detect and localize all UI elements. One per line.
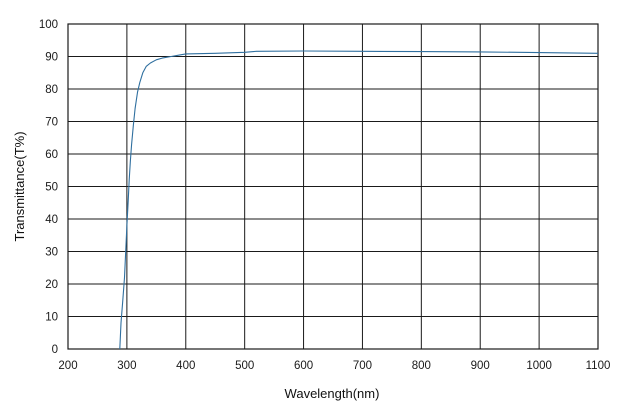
x-tick-label-300: 300 bbox=[117, 360, 136, 372]
y-tick-label-90: 90 bbox=[45, 52, 58, 64]
y-tick-label-30: 30 bbox=[45, 247, 58, 259]
y-tick-label-60: 60 bbox=[45, 149, 58, 161]
plot-area-frame bbox=[67, 23, 599, 350]
series-line-0 bbox=[119, 50, 599, 350]
y-axis-label: Transmittance(T%) bbox=[12, 131, 27, 241]
y-tick-label-10: 10 bbox=[45, 312, 58, 324]
grid bbox=[67, 23, 599, 350]
y-tick-label-0: 0 bbox=[52, 344, 58, 356]
y-axis-ticks: 0 10 20 30 40 50 60 70 80 90 100 bbox=[39, 19, 58, 356]
x-tick-label-800: 800 bbox=[412, 360, 431, 372]
x-tick-label-200: 200 bbox=[58, 360, 77, 372]
x-tick-label-1100: 1100 bbox=[586, 360, 611, 372]
y-tick-label-100: 100 bbox=[39, 19, 58, 31]
y-tick-label-70: 70 bbox=[45, 117, 58, 129]
series-group bbox=[119, 50, 599, 350]
x-tick-label-900: 900 bbox=[471, 360, 490, 372]
x-tick-label-700: 700 bbox=[353, 360, 372, 372]
y-tick-label-40: 40 bbox=[45, 214, 58, 226]
y-tick-label-20: 20 bbox=[45, 279, 58, 291]
x-tick-label-500: 500 bbox=[235, 360, 254, 372]
x-axis-ticks: 200 300 400 500 600 700 800 900 1000 1100 bbox=[58, 360, 610, 372]
x-tick-label-600: 600 bbox=[294, 360, 313, 372]
x-axis-label: Wavelength(nm) bbox=[285, 386, 380, 401]
x-tick-label-400: 400 bbox=[176, 360, 195, 372]
x-tick-label-1000: 1000 bbox=[526, 360, 552, 372]
y-tick-label-50: 50 bbox=[45, 182, 58, 194]
y-tick-label-80: 80 bbox=[45, 84, 58, 96]
